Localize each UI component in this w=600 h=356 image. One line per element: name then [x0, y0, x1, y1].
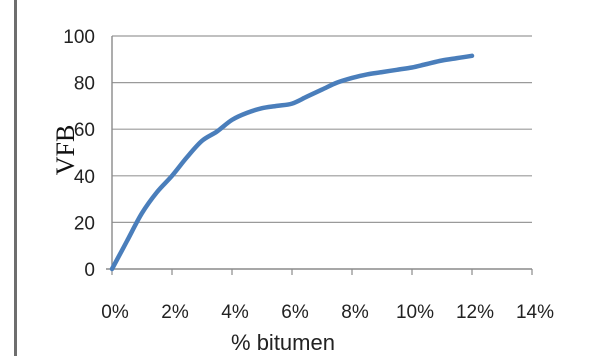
y-tick-labels: 0 20 40 60 80 100: [63, 27, 95, 281]
series-layer: [109, 53, 475, 272]
x-tick-label-2: 4%: [221, 302, 249, 323]
gridlines: [112, 35, 532, 223]
x-axis-title: % bitumen: [231, 330, 335, 355]
x-tick-label-1: 2%: [161, 302, 189, 323]
axes: [106, 36, 533, 275]
y-tick-label-0: 0: [84, 260, 95, 281]
series-line-0: [109, 53, 475, 272]
x-tick-label-6: 12%: [456, 302, 494, 323]
y-tick-label-60: 60: [74, 120, 95, 141]
x-tick-label-5: 10%: [396, 302, 434, 323]
left-border-line: [14, 0, 17, 356]
x-tick-labels: 0% 2% 4% 6% 8% 10% 12% 14%: [101, 302, 554, 323]
y-tick-label-100: 100: [63, 27, 95, 48]
y-tick-label-20: 20: [74, 213, 95, 234]
y-tick-label-40: 40: [74, 167, 95, 188]
x-tick-label-3: 6%: [281, 302, 309, 323]
x-tick-label-4: 8%: [341, 302, 369, 323]
y-axis-title: VFB: [51, 125, 80, 176]
x-tick-label-0: 0%: [101, 302, 129, 323]
y-tick-label-80: 80: [74, 74, 95, 95]
x-tick-label-7: 14%: [516, 302, 554, 323]
